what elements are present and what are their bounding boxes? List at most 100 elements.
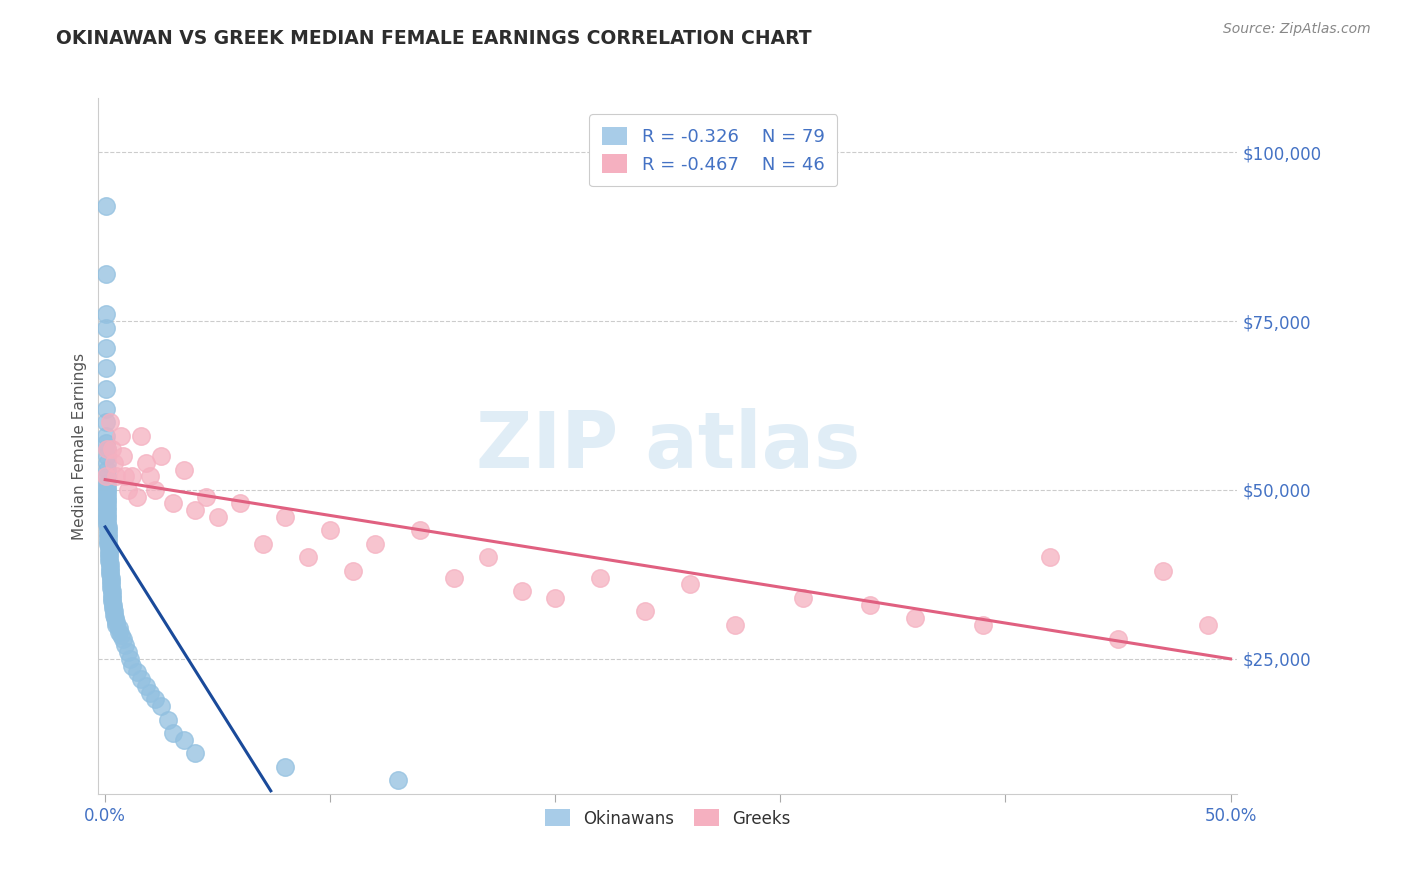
Point	[114, 469, 136, 483]
Point	[96, 483, 118, 497]
Point	[98, 550, 121, 565]
Point	[101, 442, 124, 457]
Point	[443, 571, 465, 585]
Point	[96, 503, 118, 517]
Point	[103, 607, 125, 622]
Point	[121, 658, 143, 673]
Point	[319, 524, 342, 538]
Point	[173, 463, 195, 477]
Point	[97, 530, 120, 544]
Point	[105, 615, 128, 629]
Text: ZIP atlas: ZIP atlas	[475, 408, 860, 484]
Point	[105, 469, 128, 483]
Point	[112, 449, 135, 463]
Point	[150, 699, 173, 714]
Point	[96, 442, 118, 457]
Point	[94, 341, 117, 355]
Point	[94, 361, 117, 376]
Point	[96, 490, 118, 504]
Point	[634, 605, 657, 619]
Point	[97, 526, 120, 541]
Point	[94, 307, 117, 321]
Point	[112, 632, 135, 646]
Point	[103, 456, 125, 470]
Point	[98, 558, 121, 572]
Point	[110, 429, 132, 443]
Point	[135, 679, 157, 693]
Point	[97, 520, 120, 534]
Point	[589, 571, 612, 585]
Point	[94, 320, 117, 334]
Point	[157, 713, 180, 727]
Point	[972, 618, 994, 632]
Point	[1039, 550, 1062, 565]
Point	[118, 652, 141, 666]
Point	[207, 510, 229, 524]
Point	[96, 415, 118, 429]
Point	[96, 476, 118, 491]
Point	[409, 524, 432, 538]
Point	[96, 469, 118, 483]
Point	[96, 479, 118, 493]
Point	[129, 429, 152, 443]
Point	[724, 618, 747, 632]
Point	[97, 524, 120, 538]
Point	[103, 601, 125, 615]
Point	[96, 442, 118, 457]
Point	[510, 584, 533, 599]
Point	[96, 463, 118, 477]
Point	[1197, 618, 1219, 632]
Point	[96, 510, 118, 524]
Point	[143, 483, 166, 497]
Point	[96, 429, 118, 443]
Point	[477, 550, 499, 565]
Point	[139, 469, 162, 483]
Point	[184, 503, 207, 517]
Point	[792, 591, 814, 605]
Point	[103, 605, 125, 619]
Point	[173, 732, 195, 747]
Point	[96, 435, 118, 450]
Point	[98, 560, 121, 574]
Point	[184, 747, 207, 761]
Point	[117, 645, 139, 659]
Point	[101, 591, 124, 605]
Point	[96, 496, 118, 510]
Point	[101, 598, 124, 612]
Point	[114, 638, 136, 652]
Point	[98, 415, 121, 429]
Point	[110, 628, 132, 642]
Point	[96, 469, 118, 483]
Point	[143, 692, 166, 706]
Point	[97, 541, 120, 555]
Point	[96, 449, 118, 463]
Point	[100, 574, 122, 588]
Point	[97, 543, 120, 558]
Point	[342, 564, 364, 578]
Point	[252, 537, 274, 551]
Point	[96, 516, 118, 531]
Point	[364, 537, 387, 551]
Point	[387, 773, 409, 788]
Point	[96, 486, 118, 500]
Point	[101, 584, 124, 599]
Point	[94, 199, 117, 213]
Point	[904, 611, 927, 625]
Point	[125, 665, 148, 680]
Point	[150, 449, 173, 463]
Point	[544, 591, 567, 605]
Point	[859, 598, 882, 612]
Point	[96, 507, 118, 521]
Y-axis label: Median Female Earnings: Median Female Earnings	[72, 352, 87, 540]
Point	[94, 401, 117, 416]
Point	[96, 456, 118, 470]
Point	[97, 547, 120, 561]
Point	[97, 533, 120, 548]
Point	[135, 456, 157, 470]
Point	[1152, 564, 1174, 578]
Point	[105, 618, 128, 632]
Point	[94, 382, 117, 396]
Point	[100, 571, 122, 585]
Point	[117, 483, 139, 497]
Point	[274, 510, 297, 524]
